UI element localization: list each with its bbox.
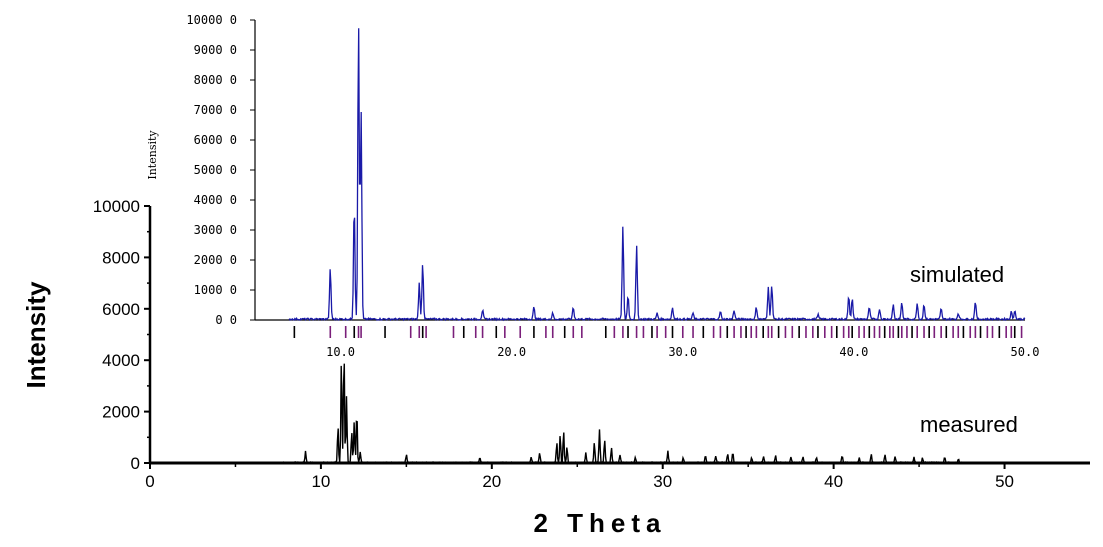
main-x-tick-label: 20 [482,472,501,491]
inset-x-tick-label: 30.0 [668,345,697,359]
inset-y-tick-label: 6000 0 [194,133,237,147]
main-plot: 0 2000 4000 6000 8000 10000 0 10 20 30 40 50 Intensi… [21,197,1090,538]
main-y-tick-label: 0 [131,454,140,473]
main-x-tick-label: 50 [995,472,1014,491]
inset-y-tick-label: 5000 0 [194,163,237,177]
main-x-tick-label: 40 [824,472,843,491]
main-y-tick-label: 8000 [102,248,140,267]
inset-x-tick-label: 40.0 [839,345,868,359]
main-y-tick-label: 4000 [102,351,140,370]
measured-label: measured [920,412,1018,437]
inset-y-tick-label: 4000 0 [194,193,237,207]
main-y-tick-label: 10000 [93,197,140,216]
main-y-axis-label: Intensity [21,281,51,388]
inset-y-tick-label: 7000 0 [194,103,237,117]
inset-y-tick-label: 0 0 [215,313,237,327]
inset-x-tick-label: 10.0 [326,345,355,359]
inset-x-tick-label: 50.0 [1011,345,1040,359]
inset-background [255,15,1025,320]
main-x-tick-label: 10 [311,472,330,491]
main-y-tick-label: 6000 [102,300,140,319]
inset-plot: 0 0 1000 0 2000 0 3000 0 4000 0 5000 0 6000 0 7… [146,13,1039,359]
inset-y-tick-label: 1000 0 [194,283,237,297]
simulated-series-line [288,28,1026,322]
inset-y-tick-label: 9000 0 [194,43,237,57]
main-x-tick-label: 0 [145,472,154,491]
inset-y-axis-label: Intensity [146,130,159,180]
inset-y-tick-label: 10000 0 [186,13,237,27]
inset-y-tick-label: 2000 0 [194,253,237,267]
main-x-tick-label: 30 [653,472,672,491]
main-y-tick-label: 2000 [102,403,140,422]
measured-series-line [278,363,962,465]
simulated-label: simulated [910,262,1004,287]
main-x-axis-label: 2 Theta [533,508,666,538]
inset-y-tick-label: 8000 0 [194,73,237,87]
inset-y-tick-label: 3000 0 [194,223,237,237]
inset-x-tick-label: 20.0 [497,345,526,359]
